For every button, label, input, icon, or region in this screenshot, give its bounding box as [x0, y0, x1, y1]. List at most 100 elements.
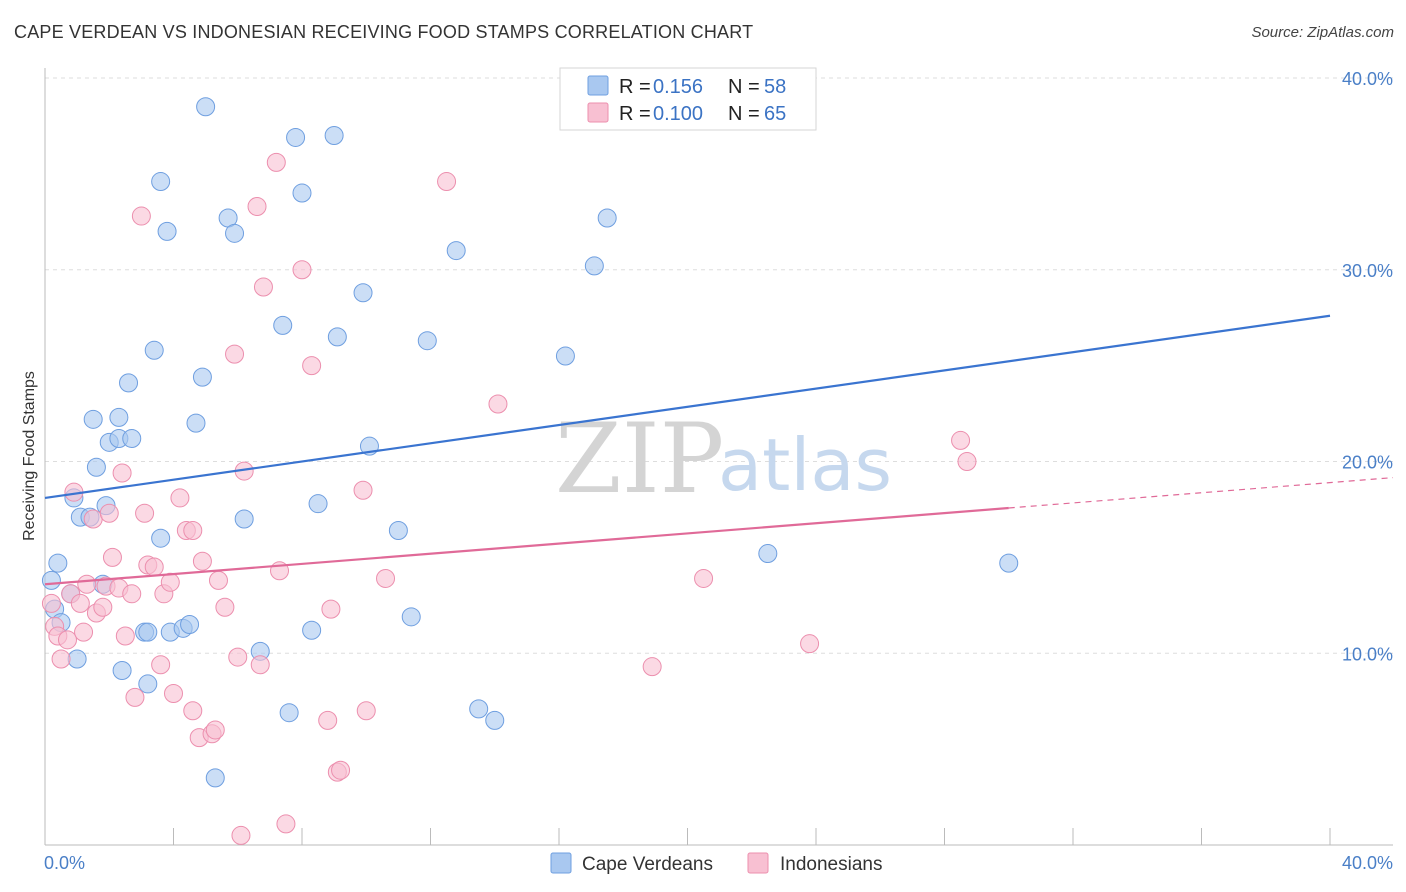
- chart-title: CAPE VERDEAN VS INDONESIAN RECEIVING FOO…: [14, 22, 754, 42]
- data-point: [215, 597, 235, 617]
- trend-line-indonesians: [44, 506, 1009, 586]
- data-point: [51, 649, 71, 669]
- data-point: [70, 593, 90, 613]
- data-point: [488, 394, 508, 414]
- data-point: [138, 674, 158, 694]
- legend-n-value-blue: 58: [764, 76, 786, 98]
- data-point: [225, 223, 245, 243]
- bottom-legend-label-pink: Indonesians: [780, 854, 882, 875]
- data-point: [151, 528, 171, 548]
- data-point: [951, 430, 971, 450]
- data-point: [376, 568, 396, 588]
- trend-line-indonesians-extension: [1008, 477, 1394, 509]
- data-point: [170, 488, 190, 508]
- data-point: [253, 277, 273, 297]
- data-point: [321, 599, 341, 619]
- data-point: [86, 457, 106, 477]
- data-point: [102, 547, 122, 567]
- x-tick-label-min: 0.0%: [44, 853, 85, 873]
- data-point: [555, 346, 575, 366]
- data-point: [388, 521, 408, 541]
- data-point: [324, 126, 344, 146]
- data-point: [192, 551, 212, 571]
- legend-n-label-blue: N =: [728, 76, 760, 98]
- data-point: [41, 570, 61, 590]
- y-tick-label: 20.0%: [1342, 453, 1393, 473]
- data-point: [694, 568, 714, 588]
- legend-n-label-pink: N =: [728, 103, 760, 125]
- data-point: [205, 768, 225, 788]
- data-point: [48, 553, 68, 573]
- data-point: [331, 760, 351, 780]
- data-point: [286, 127, 306, 147]
- data-point: [279, 703, 299, 723]
- bottom-legend-swatch-blue: [550, 852, 572, 874]
- watermark: ZIP atlas: [555, 403, 892, 515]
- axes: [44, 68, 1393, 846]
- legend: R = 0.156 N = 58 R = 0.100 N = 65: [559, 67, 817, 131]
- data-point: [292, 260, 312, 280]
- data-point: [83, 409, 103, 429]
- legend-r-value-blue: 0.156: [653, 76, 703, 98]
- data-point: [131, 206, 151, 226]
- y-tick-labels: 10.0% 20.0% 30.0% 40.0%: [1342, 69, 1393, 664]
- data-point: [999, 553, 1019, 573]
- data-point: [417, 331, 437, 351]
- data-point: [308, 494, 328, 514]
- data-point: [266, 152, 286, 172]
- data-point: [642, 657, 662, 677]
- source-label: Source: ZipAtlas.com: [1251, 24, 1394, 41]
- data-point: [122, 428, 142, 448]
- data-point: [469, 699, 489, 719]
- data-point: [205, 720, 225, 740]
- data-point: [151, 172, 171, 192]
- bottom-legend: Cape Verdeans Indonesians: [550, 852, 882, 875]
- data-point: [401, 607, 421, 627]
- data-point: [302, 356, 322, 376]
- data-point: [41, 593, 61, 613]
- y-tick-label: 40.0%: [1342, 69, 1393, 89]
- trend-lines: [44, 314, 1394, 586]
- watermark-atlas: atlas: [718, 423, 892, 507]
- data-point: [800, 634, 820, 654]
- data-point: [125, 687, 145, 707]
- data-point: [77, 574, 97, 594]
- data-point: [115, 626, 135, 646]
- legend-n-value-pink: 65: [764, 103, 786, 125]
- legend-r-label-pink: R =: [619, 103, 651, 125]
- data-point: [192, 367, 212, 387]
- data-point: [164, 684, 183, 704]
- data-point: [485, 710, 505, 730]
- data-point: [144, 340, 164, 360]
- data-point: [67, 649, 87, 669]
- data-point: [74, 622, 94, 642]
- series-indonesians: [41, 152, 977, 845]
- data-point: [135, 503, 155, 523]
- data-point: [250, 655, 270, 675]
- data-point: [183, 701, 203, 721]
- data-point: [292, 183, 312, 203]
- bottom-legend-swatch-pink: [747, 852, 769, 874]
- legend-r-value-pink: 0.100: [653, 103, 703, 125]
- data-point: [183, 521, 203, 541]
- y-axis-label: Receiving Food Stamps: [21, 371, 38, 541]
- data-point: [225, 344, 245, 364]
- data-point: [318, 710, 338, 730]
- series-cape-verdeans: [41, 97, 1019, 788]
- data-point: [353, 283, 373, 303]
- data-point: [119, 373, 139, 393]
- data-point: [151, 655, 171, 675]
- x-ticks: [173, 828, 1331, 845]
- data-point: [99, 503, 119, 523]
- x-tick-label-max: 40.0%: [1342, 853, 1393, 873]
- data-point: [437, 172, 457, 192]
- data-point: [247, 196, 267, 216]
- data-point: [93, 597, 113, 617]
- legend-r-label-blue: R =: [619, 76, 651, 98]
- data-point: [112, 463, 132, 483]
- data-point: [231, 825, 251, 845]
- data-point: [327, 327, 347, 347]
- y-tick-label: 10.0%: [1342, 644, 1393, 664]
- data-point: [276, 814, 296, 834]
